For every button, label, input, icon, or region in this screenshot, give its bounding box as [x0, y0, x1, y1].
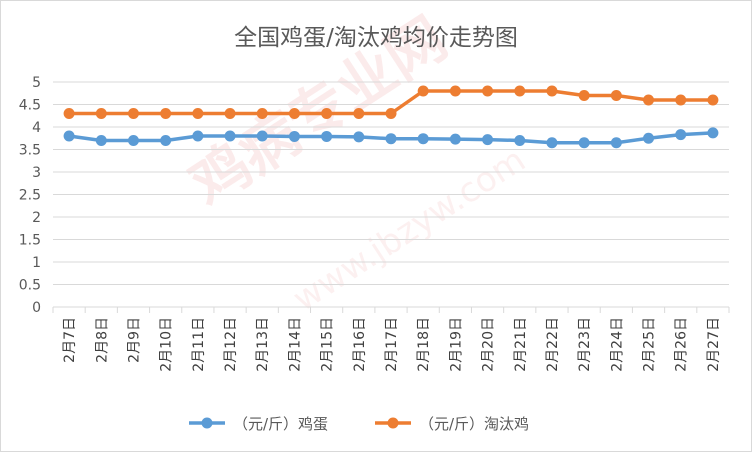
x-tick-label: 2月15日: [320, 317, 336, 372]
y-tick-label: 2: [32, 210, 41, 226]
x-tick-label: 2月27日: [706, 317, 722, 372]
y-tick-label: 3.5: [19, 143, 41, 159]
data-point: [95, 135, 107, 146]
data-point: [224, 108, 236, 119]
data-point: [546, 137, 558, 149]
data-point: [63, 108, 75, 119]
y-tick-label: 5: [32, 75, 41, 91]
x-tick-label: 2月20日: [481, 317, 497, 372]
data-point: [514, 85, 526, 97]
data-point: [449, 85, 461, 97]
legend-label: （元/斤）鸡蛋: [233, 415, 328, 433]
data-point: [321, 130, 333, 142]
y-tick-label: 0: [32, 300, 41, 316]
data-point: [192, 130, 204, 142]
y-tick-label: 4.5: [19, 98, 41, 114]
data-point: [578, 90, 590, 101]
x-tick-label: 2月22日: [545, 317, 561, 372]
data-point: [417, 85, 429, 97]
x-tick-label: 2月25日: [642, 317, 658, 372]
x-tick-label: 2月23日: [577, 317, 593, 372]
data-point: [288, 108, 300, 119]
data-point: [256, 130, 268, 142]
x-tick-label: 2月24日: [609, 317, 625, 372]
data-point: [385, 108, 397, 119]
data-point: [610, 90, 622, 101]
x-tick-label: 2月11日: [191, 317, 207, 372]
y-tick-label: 4: [32, 120, 41, 136]
x-tick-label: 2月10日: [159, 317, 175, 372]
data-point: [256, 108, 268, 119]
data-point: [643, 94, 655, 106]
data-point: [482, 134, 494, 146]
x-tick-label: 2月9日: [126, 317, 142, 363]
data-point: [675, 129, 687, 141]
x-tick-label: 2月7日: [62, 317, 78, 363]
data-point: [224, 130, 236, 142]
data-point: [707, 94, 719, 106]
x-tick-label: 2月19日: [448, 317, 464, 372]
data-point: [95, 108, 107, 119]
legend-marker: [201, 417, 213, 429]
x-tick-label: 2月16日: [352, 317, 368, 372]
data-point: [449, 133, 461, 145]
x-tick-label: 2月21日: [513, 317, 529, 372]
x-tick-label: 2月13日: [255, 317, 271, 372]
x-tick-label: 2月12日: [223, 317, 239, 372]
chart-title: 全国鸡蛋/淘汰鸡均价走势图: [234, 25, 518, 51]
data-point: [385, 133, 397, 145]
x-tick-label: 2月8日: [94, 317, 110, 363]
data-point: [192, 108, 204, 119]
data-point: [643, 132, 655, 144]
data-point: [160, 135, 172, 146]
data-point: [610, 137, 622, 149]
data-point: [514, 135, 526, 146]
data-point: [707, 127, 719, 139]
data-point: [160, 108, 172, 119]
legend-marker: [387, 417, 399, 429]
y-tick-label: 1: [32, 255, 41, 271]
x-tick-label: 2月17日: [384, 317, 400, 372]
data-point: [353, 108, 365, 119]
data-point: [578, 137, 590, 149]
y-tick-label: 1.5: [19, 233, 41, 249]
y-tick-label: 0.5: [19, 278, 41, 294]
data-point: [675, 94, 687, 106]
y-tick-label: 3: [32, 165, 41, 181]
data-point: [353, 131, 365, 143]
data-point: [417, 133, 429, 145]
legend-label: （元/斤）淘汰鸡: [419, 415, 529, 433]
y-tick-label: 2.5: [19, 188, 41, 204]
data-point: [127, 108, 139, 119]
data-point: [321, 108, 333, 119]
data-point: [63, 130, 75, 142]
data-point: [288, 130, 300, 142]
x-tick-label: 2月26日: [674, 317, 690, 372]
data-point: [546, 85, 558, 97]
data-point: [482, 85, 494, 97]
x-tick-label: 2月18日: [416, 317, 432, 372]
x-tick-label: 2月14日: [287, 317, 303, 372]
data-point: [127, 135, 139, 146]
